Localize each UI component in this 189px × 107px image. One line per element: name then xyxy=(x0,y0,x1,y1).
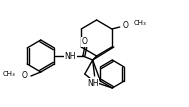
Text: O: O xyxy=(82,37,88,47)
Text: NH: NH xyxy=(87,79,98,88)
Text: NH: NH xyxy=(64,51,76,60)
Text: O: O xyxy=(123,21,129,30)
Text: CH₃: CH₃ xyxy=(2,71,15,77)
Text: O: O xyxy=(21,71,27,80)
Text: CH₃: CH₃ xyxy=(133,20,146,26)
